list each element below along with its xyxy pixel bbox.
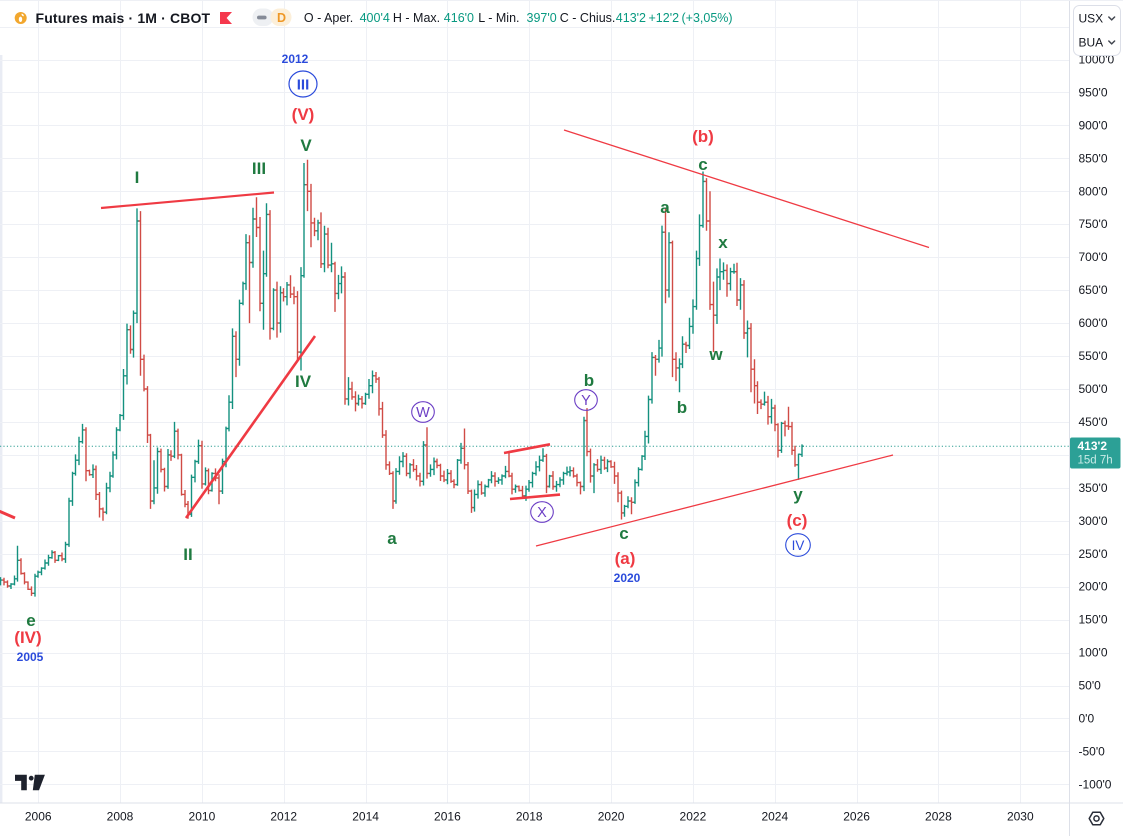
svg-text:(a): (a) [615,549,636,568]
svg-text:-100'0: -100'0 [1079,777,1112,791]
svg-text:200'0: 200'0 [1079,580,1108,594]
svg-text:b: b [584,371,594,390]
svg-text:550'0: 550'0 [1079,349,1108,363]
svg-text:2028: 2028 [925,810,952,824]
svg-text:413'2: 413'2 [1078,439,1108,453]
svg-text:2014: 2014 [352,810,379,824]
svg-text:D: D [277,11,286,25]
svg-text:V: V [300,136,312,155]
svg-text:900'0: 900'0 [1079,118,1108,132]
svg-text:III: III [297,76,310,93]
svg-text:100'0: 100'0 [1079,646,1108,660]
svg-text:400'4: 400'4 [360,11,390,25]
svg-text:397'0: 397'0 [527,11,557,25]
svg-text:2020: 2020 [614,571,641,585]
svg-text:2026: 2026 [843,810,870,824]
svg-text:2018: 2018 [516,810,543,824]
svg-text:2016: 2016 [434,810,461,824]
svg-text:416'0: 416'0 [444,11,474,25]
svg-text:II: II [183,545,192,564]
svg-text:2024: 2024 [761,810,788,824]
svg-text:250'0: 250'0 [1079,547,1108,561]
svg-text:W: W [416,405,430,421]
svg-text:450'0: 450'0 [1079,415,1108,429]
svg-text:L - Min.: L - Min. [478,11,519,25]
svg-text:+12'2: +12'2 [649,11,680,25]
svg-text:750'0: 750'0 [1079,217,1108,231]
svg-text:(IV): (IV) [14,628,41,647]
svg-text:15d 7h: 15d 7h [1078,455,1113,467]
svg-text:Y: Y [581,393,591,409]
svg-text:c: c [619,524,628,543]
svg-text:350'0: 350'0 [1079,481,1108,495]
svg-text:413'2: 413'2 [616,11,646,25]
svg-text:w: w [708,345,723,364]
svg-text:x: x [718,233,728,252]
svg-text:2010: 2010 [189,810,216,824]
svg-text:2012: 2012 [270,810,297,824]
svg-text:2006: 2006 [25,810,52,824]
svg-text:H - Max.: H - Max. [393,11,440,25]
svg-text:III: III [252,159,266,178]
svg-text:a: a [660,198,670,217]
svg-text:Futures mais · 1M · CBOT: Futures mais · 1M · CBOT [36,10,211,26]
svg-text:(V): (V) [292,105,315,124]
svg-text:150'0: 150'0 [1079,613,1108,627]
svg-text:b: b [677,398,687,417]
svg-text:2012: 2012 [282,52,309,66]
svg-text:800'0: 800'0 [1079,184,1108,198]
svg-text:y: y [793,485,803,504]
svg-text:(c): (c) [787,511,808,530]
svg-text:2022: 2022 [680,810,707,824]
svg-text:X: X [537,505,547,521]
svg-text:2030: 2030 [1007,810,1034,824]
svg-text:50'0: 50'0 [1079,679,1102,693]
svg-text:650'0: 650'0 [1079,283,1108,297]
svg-text:BUA: BUA [1079,36,1104,50]
svg-text:IV: IV [792,538,805,553]
svg-text:950'0: 950'0 [1079,85,1108,99]
svg-text:(b): (b) [692,127,714,146]
svg-text:2008: 2008 [107,810,134,824]
svg-text:USX: USX [1079,12,1104,26]
svg-text:850'0: 850'0 [1079,151,1108,165]
svg-text:IV: IV [295,372,312,391]
svg-text:O - Aper.: O - Aper. [304,11,353,25]
svg-text:C - Chius.: C - Chius. [560,11,616,25]
svg-text:300'0: 300'0 [1079,514,1108,528]
svg-text:500'0: 500'0 [1079,382,1108,396]
svg-text:2005: 2005 [17,650,44,664]
svg-text:I: I [135,168,140,187]
svg-text:600'0: 600'0 [1079,316,1108,330]
svg-text:e: e [26,611,35,630]
svg-text:a: a [387,529,397,548]
svg-text:c: c [698,155,707,174]
svg-text:700'0: 700'0 [1079,250,1108,264]
svg-text:(+3,05%): (+3,05%) [682,11,733,25]
svg-text:-50'0: -50'0 [1079,745,1106,759]
svg-text:0'0: 0'0 [1079,712,1095,726]
svg-text:2020: 2020 [598,810,625,824]
